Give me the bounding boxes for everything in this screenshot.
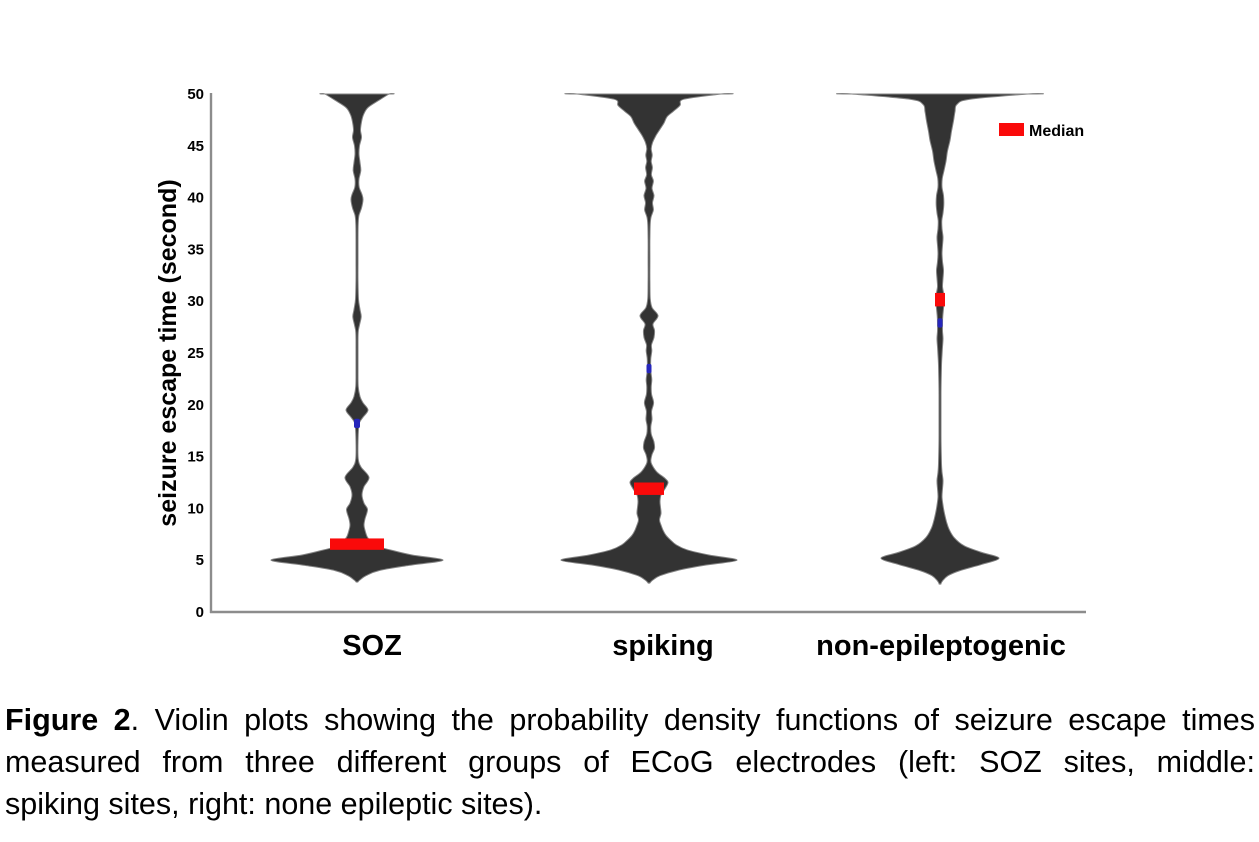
- violin-non-epileptogenic: [836, 93, 1044, 585]
- category-label-spiking: spiking: [612, 630, 714, 662]
- y-tick-label-5: 5: [196, 552, 204, 569]
- category-label-soz: SOZ: [342, 630, 402, 662]
- caption-line-1: Figure 2. Violin plots showing the proba…: [5, 699, 1255, 741]
- violin-soz: [270, 93, 444, 583]
- y-tick-label-45: 45: [187, 138, 204, 155]
- legend-median-swatch: [999, 123, 1024, 136]
- y-tick-label-40: 40: [187, 190, 204, 207]
- y-axis-title: seizure escape time (second): [154, 179, 182, 526]
- violin-chart: 0 5 10 15 20 25 30 35 40 45 50 seizure escape time …: [154, 86, 1086, 662]
- violin-spiking: [560, 93, 738, 584]
- y-tick-label-15: 15: [187, 449, 204, 466]
- y-tick-label-20: 20: [187, 397, 204, 414]
- figure-caption: Figure 2. Violin plots showing the proba…: [5, 699, 1255, 825]
- caption-figure-number: Figure 2: [5, 703, 131, 737]
- y-tick-label-10: 10: [187, 500, 204, 517]
- median-bar-spiking: [634, 482, 664, 495]
- legend-median-label: Median: [1029, 123, 1084, 140]
- y-tick-label-0: 0: [196, 604, 204, 621]
- mean-marker-soz: [354, 418, 360, 429]
- mean-marker-non-epileptogenic: [937, 318, 943, 328]
- caption-line-1-text: . Violin plots showing the probability d…: [130, 703, 1255, 737]
- median-bar-non-epileptogenic: [935, 292, 945, 307]
- median-bar-soz: [330, 538, 384, 550]
- y-tick-label-25: 25: [187, 345, 204, 362]
- caption-line-2: measured from three different groups of …: [5, 745, 1255, 779]
- category-label-non-epileptogenic: non-epileptogenic: [816, 630, 1066, 662]
- violin-figure: 0 5 10 15 20 25 30 35 40 45 50 seizure escape time …: [154, 86, 1086, 662]
- mean-marker-spiking: [646, 363, 652, 374]
- y-tick-label-50: 50: [187, 86, 204, 103]
- y-tick-label-35: 35: [187, 241, 204, 258]
- caption-line-3: spiking sites, right: none epileptic sit…: [5, 787, 543, 821]
- y-tick-label-30: 30: [187, 293, 204, 310]
